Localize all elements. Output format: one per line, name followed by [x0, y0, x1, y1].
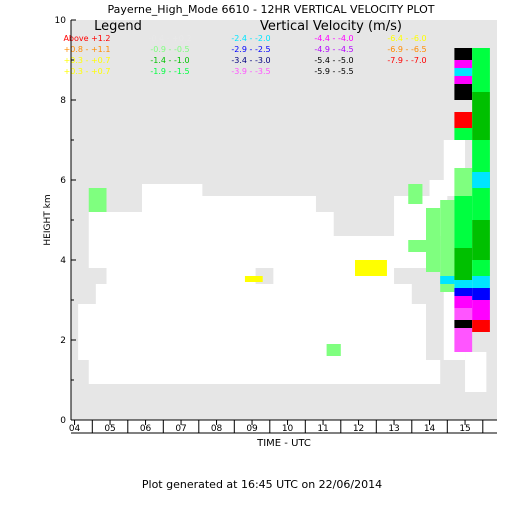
x-tick-label: 08 [211, 424, 223, 434]
velocity-cell [454, 196, 473, 248]
near-zero-cell [465, 352, 487, 392]
y-ticks: 0 2 4 6 8 10 [55, 16, 76, 426]
legend-entry: -2.4 - -2.0 [231, 34, 270, 43]
velocity-cell [472, 320, 490, 332]
colorbar-title: Vertical Velocity (m/s) [260, 19, 402, 34]
legend-entry: -0.9 - -0.5 [150, 45, 189, 54]
velocity-cell [454, 328, 473, 352]
velocity-cell [440, 200, 455, 292]
velocity-cell [454, 112, 473, 128]
legend-entry: -7.9 - -7.0 [387, 56, 426, 65]
near-zero-cell [88, 212, 334, 236]
legend-title: Legend [94, 19, 142, 34]
velocity-cell [472, 48, 490, 92]
near-zero-velocity-region [78, 140, 487, 392]
legend-entry: -0.4 - +0.2 [148, 34, 191, 43]
legend-entry: -6.4 - -6.0 [387, 34, 426, 43]
x-tick-label: 07 [175, 424, 186, 434]
velocity-cell [454, 320, 473, 328]
near-zero-cell [429, 180, 458, 196]
velocity-cell [454, 48, 473, 60]
legend: Above +1.2 -0.4 - +0.2 -2.4 - -2.0 -4.4 - -… [63, 34, 426, 76]
y-tick-label: 0 [60, 416, 66, 426]
x-tick-label: 06 [140, 424, 152, 434]
near-zero-cell [78, 304, 426, 360]
legend-entry: -3.4 - -3.0 [231, 56, 270, 65]
x-tick-label: 12 [353, 424, 364, 434]
velocity-cell [454, 288, 473, 296]
legend-entry: +0.3 - +0.7 [64, 56, 111, 65]
velocity-cell [454, 168, 473, 196]
x-axis-label: TIME - UTC [256, 438, 311, 449]
y-tick-label: 10 [55, 16, 67, 26]
velocity-cell [408, 184, 423, 204]
near-zero-cell [142, 184, 203, 196]
velocity-cell [472, 92, 490, 140]
legend-entry: +0.3 - +0.7 [64, 67, 111, 76]
velocity-cell [454, 248, 473, 280]
velocity-cell [454, 128, 473, 140]
velocity-cell [244, 276, 263, 282]
legend-entry: -4.4 - -4.0 [314, 34, 353, 43]
footer-text: Plot generated at 16:45 UTC on 22/06/201… [142, 478, 382, 491]
legend-entry: -1.9 - -1.5 [150, 67, 189, 76]
velocity-cell [454, 280, 473, 288]
x-tick-label: 05 [104, 424, 115, 434]
x-tick-label: 04 [69, 424, 81, 434]
velocity-cell [88, 188, 107, 212]
velocity-cell [472, 260, 490, 276]
near-zero-cell [95, 284, 412, 304]
legend-entry: -2.9 - -2.5 [231, 45, 270, 54]
x-tick-label: 13 [388, 424, 399, 434]
legend-entry: -5.4 - -5.0 [314, 56, 353, 65]
velocity-cell [454, 76, 473, 84]
x-ticks: 04 05 06 07 08 09 10 11 12 13 14 15 [69, 420, 484, 434]
velocity-cell [472, 276, 490, 288]
near-zero-cell [106, 264, 256, 284]
velocity-cells [88, 48, 490, 356]
velocity-cell [355, 260, 387, 276]
velocity-cell [472, 300, 490, 320]
velocity-cell [472, 220, 490, 260]
near-zero-cell [88, 360, 441, 384]
x-tick-label: 11 [317, 424, 328, 434]
y-tick-label: 8 [60, 96, 66, 106]
velocity-cell [426, 208, 441, 272]
velocity-cell [408, 240, 426, 252]
legend-entry: -4.9 - -4.5 [314, 45, 353, 54]
chart-title: Payerne_High_Mode 6610 - 12HR VERTICAL V… [108, 3, 435, 16]
x-tick-label: 15 [459, 424, 470, 434]
y-tick-label: 4 [60, 256, 66, 266]
legend-entry: -6.9 - -6.5 [387, 45, 426, 54]
velocity-cell [472, 172, 490, 188]
velocity-cell [454, 296, 473, 308]
x-tick-label: 14 [424, 424, 436, 434]
x-tick-label: 10 [282, 424, 294, 434]
velocity-cell [454, 84, 473, 100]
velocity-cell [472, 288, 490, 300]
legend-entry: -3.9 - -3.5 [231, 67, 270, 76]
velocity-cell [454, 308, 473, 320]
velocity-cell [440, 276, 455, 284]
y-tick-label: 2 [60, 336, 66, 346]
velocity-cell [326, 344, 341, 356]
legend-entry: +0.8 - +1.1 [64, 45, 111, 54]
y-axis-label: HEIGHT km [43, 194, 53, 245]
x-tick-label: 09 [246, 424, 258, 434]
legend-entry: -1.4 - -1.0 [150, 56, 189, 65]
velocity-cell [454, 60, 473, 68]
legend-entry: -5.9 - -5.5 [314, 67, 353, 76]
legend-entry: Above +1.2 [63, 34, 110, 43]
near-zero-cell [142, 196, 316, 212]
y-tick-label: 6 [60, 176, 66, 186]
velocity-cell [454, 68, 473, 76]
